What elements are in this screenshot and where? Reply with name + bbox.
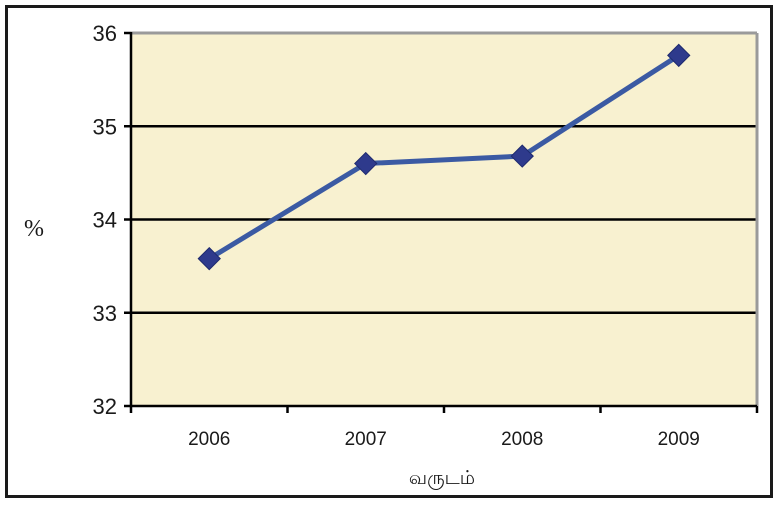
x-tick-label: 2006 [188,429,230,450]
y-tick-label: 32 [93,394,117,419]
y-tick-label: 34 [93,208,117,233]
gridlines [131,31,757,314]
axes [124,31,759,413]
y-tick-label: 33 [93,301,117,326]
series-group [197,43,691,271]
data-point-marker [510,144,534,168]
series-line [207,53,681,261]
data-point-marker [354,151,378,176]
data-point-marker [667,43,691,68]
data-point-marker [197,246,221,271]
line-chart: 32 33 34 35 36 2006 2007 2008 2009 % வருடம் [24,21,759,490]
chart-frame: 32 33 34 35 36 2006 2007 2008 2009 % வருடம் [5,5,773,498]
x-tick-label: 2008 [501,429,543,450]
x-tick-label: 2009 [658,429,700,450]
y-tick-label: 35 [93,114,117,139]
x-tick-label: 2007 [345,429,387,450]
y-axis-label: % [24,216,44,242]
y-tick-label: 36 [93,21,117,46]
x-tick-labels: 2006 2007 2008 2009 [188,429,700,450]
x-axis-label: வருடம் [409,467,475,490]
y-tick-labels: 32 33 34 35 36 [93,21,117,419]
